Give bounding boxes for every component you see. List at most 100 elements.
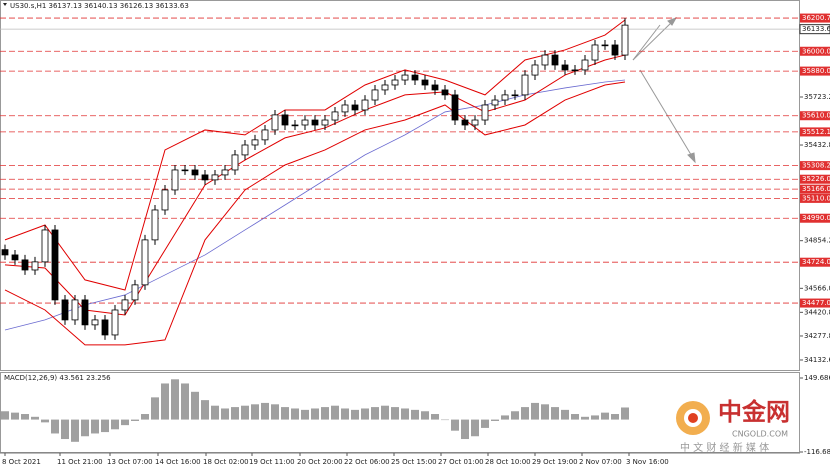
macd-bar [101, 419, 109, 433]
y-tick-label: 34854.20 [804, 237, 830, 245]
current-price-label: 36133.63 [802, 25, 830, 33]
candle-body [231, 154, 239, 171]
macd-bar [471, 419, 479, 437]
candle-body [431, 84, 439, 91]
macd-bar [121, 419, 129, 426]
candle-body [571, 69, 579, 72]
x-tick-label: 11 Oct 21:00 [57, 458, 103, 466]
level-label: 34477.00 [802, 299, 830, 307]
candle-body [151, 209, 159, 241]
macd-bar [11, 412, 19, 420]
macd-bar [581, 416, 589, 420]
band-lower [4, 81, 626, 346]
candle-body [531, 64, 539, 76]
candle-body [41, 229, 49, 263]
candle-body [511, 94, 519, 97]
candle-body [291, 124, 299, 127]
candle-body [91, 319, 99, 326]
x-tick-label: 28 Oct 10:00 [485, 458, 531, 466]
macd-bar [61, 419, 69, 440]
macd-bar [551, 407, 559, 420]
candle-body [371, 89, 379, 101]
candle-body [71, 299, 79, 321]
x-tick-label: 27 Oct 01:00 [438, 458, 484, 466]
ma-line [4, 79, 626, 331]
candle-body [491, 99, 499, 106]
level-label: 35226.00 [802, 175, 830, 183]
x-tick-label: 14 Oct 16:00 [155, 458, 201, 466]
level-label: 34724.00 [802, 258, 830, 266]
x-tick-label: 19 Oct 11:00 [249, 458, 295, 466]
macd-bar [521, 407, 529, 420]
macd-bar [461, 419, 469, 440]
candle-body [251, 139, 259, 146]
candle-body [101, 319, 109, 336]
macd-bar [421, 411, 429, 420]
current-price-box [799, 24, 830, 35]
candle-body [261, 129, 269, 141]
candle-body [321, 119, 329, 126]
candle-body [561, 64, 569, 71]
x-tick-label: 18 Oct 02:00 [203, 458, 249, 466]
x-tick-label: 20 Oct 20:00 [297, 458, 343, 466]
candle-body [351, 104, 359, 111]
level-box [800, 174, 830, 184]
candle-body [211, 174, 219, 181]
candle-body [1, 249, 9, 256]
candle-body [521, 74, 529, 96]
macd-bar [141, 414, 149, 420]
candle-body [201, 174, 209, 181]
macd-bar [21, 414, 29, 420]
macd-bar [1, 411, 9, 420]
candle-body [301, 119, 309, 126]
macd-bar [361, 408, 369, 420]
watermark-domain: CNGOLD.COM [732, 430, 788, 439]
watermark-name: 中金网 [718, 398, 790, 426]
macd-bar [451, 419, 459, 431]
level-label: 36000.00 [802, 47, 830, 55]
candle-body [271, 114, 279, 131]
macd-bar [311, 408, 319, 420]
candle-body [221, 169, 229, 176]
candle-body [341, 104, 349, 113]
candle-body [401, 74, 409, 81]
y-tick-label: 34420.80 [804, 308, 830, 316]
macd-bar [591, 415, 599, 420]
candle-body [311, 119, 319, 126]
x-tick-label: 25 Oct 15:00 [391, 458, 437, 466]
macd-bar [241, 405, 249, 420]
macd-bar [301, 409, 309, 420]
candle-body [441, 89, 449, 96]
x-tick-label: 22 Oct 06:00 [344, 458, 390, 466]
macd-bar [531, 402, 539, 420]
macd-bar [81, 419, 89, 437]
chart-title: US30.s,H1 36137.13 36140.13 36126.13 361… [10, 2, 189, 10]
macd-bar [181, 383, 189, 420]
macd-bar [271, 404, 279, 420]
candle-body [121, 299, 129, 311]
macd-bar [171, 379, 179, 420]
level-box [800, 257, 830, 267]
candle-body [131, 284, 139, 301]
candle-body [51, 229, 59, 301]
macd-bar [331, 405, 339, 420]
watermark: 中金网 CNGOLD.COM 中 文 财 经 新 媒 体 [676, 398, 790, 454]
macd-bar [441, 419, 449, 421]
y-tick-label: 34132.60 [804, 356, 830, 364]
candle-body [501, 94, 509, 101]
macd-bar [31, 416, 39, 420]
level-box [800, 46, 830, 56]
level-box [800, 161, 830, 171]
macd-bar [371, 407, 379, 420]
macd-bar [431, 414, 439, 420]
macd-bar [111, 419, 119, 430]
macd-bar [91, 419, 99, 434]
level-box [800, 66, 830, 76]
candle-body [141, 239, 149, 286]
candle-body [381, 84, 389, 91]
level-box [800, 13, 830, 23]
macd-bar [481, 419, 489, 428]
level-box [800, 298, 830, 308]
watermark-tagline: 中 文 财 经 新 媒 体 [680, 441, 769, 454]
candle-body [281, 114, 289, 126]
